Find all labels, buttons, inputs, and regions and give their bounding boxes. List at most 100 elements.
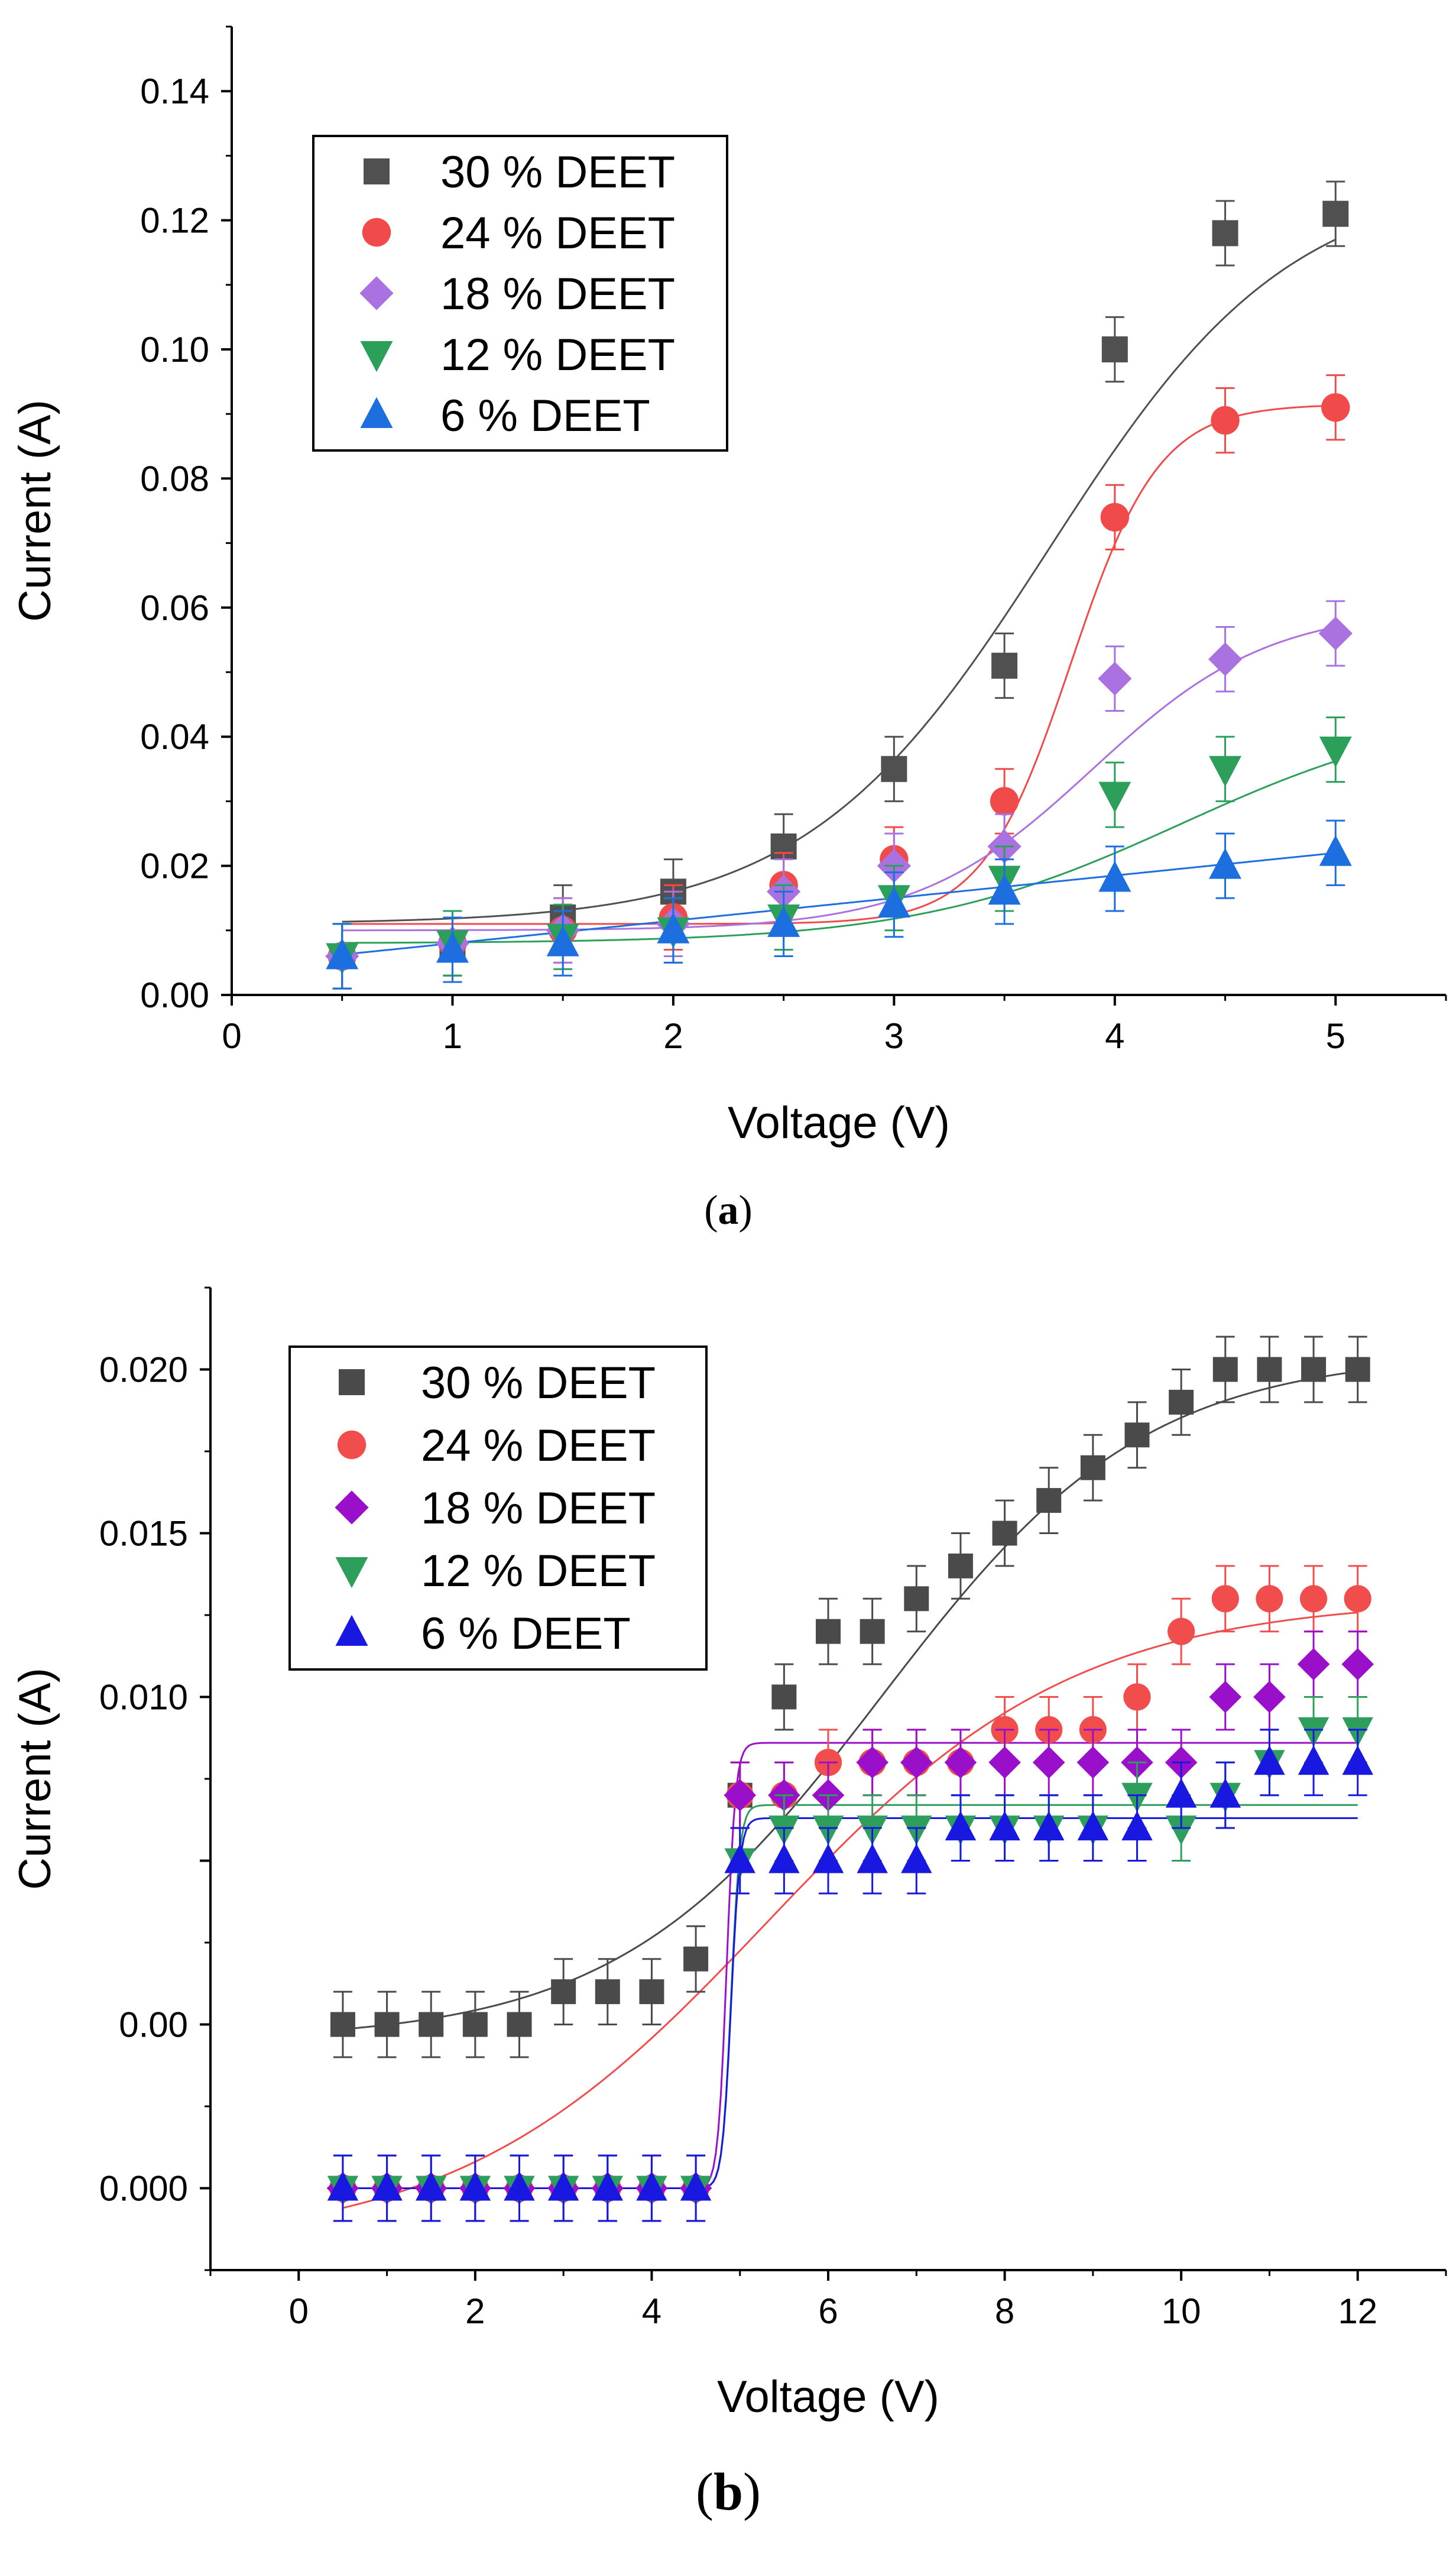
data-point	[1098, 861, 1131, 892]
caption-letter: b	[714, 2463, 743, 2521]
legend-marker	[360, 341, 393, 372]
data-point	[900, 1746, 933, 1779]
data-point	[1254, 1745, 1285, 1775]
legend-marker	[362, 218, 391, 247]
data-point	[504, 2171, 535, 2201]
data-point	[1121, 1811, 1153, 1841]
data-point	[636, 2171, 667, 2201]
y-tick-label: 0.12	[140, 201, 209, 241]
data-point	[1100, 502, 1130, 532]
data-point	[904, 1586, 929, 1612]
data-point	[812, 1843, 844, 1873]
series-3	[326, 716, 1352, 990]
data-point	[990, 787, 1019, 816]
fit-curve-3	[342, 1804, 1358, 2189]
data-point	[1299, 1585, 1328, 1613]
fit-curve-4	[342, 852, 1336, 956]
data-point	[948, 1553, 973, 1578]
y-tick-label: 0.06	[140, 588, 209, 628]
y-axis-label: Current (A)	[10, 1668, 60, 1890]
data-point	[462, 2012, 488, 2037]
x-axis-label: Voltage (V)	[728, 1098, 950, 1148]
data-point	[415, 2171, 447, 2201]
data-point	[944, 1746, 977, 1779]
legend-label: 18 % DEET	[440, 269, 675, 319]
legend-label: 24 % DEET	[440, 208, 675, 258]
series-4	[326, 819, 1352, 990]
data-point	[1344, 1585, 1371, 1613]
fit-curve-4	[342, 1817, 1358, 2189]
data-point	[546, 925, 579, 957]
data-point	[1098, 662, 1132, 696]
series-2	[326, 1630, 1374, 2222]
data-point	[1080, 1455, 1105, 1480]
data-point	[1098, 782, 1131, 813]
data-point	[901, 1843, 932, 1873]
series-4	[327, 1729, 1373, 2222]
data-point	[507, 2012, 532, 2037]
legend-label: 6 % DEET	[440, 391, 650, 441]
x-tick-label: 2	[663, 1016, 683, 1056]
y-tick-label: 0.020	[99, 1350, 188, 1390]
y-tick-label: 0.10	[140, 330, 209, 369]
data-point	[1345, 1357, 1370, 1382]
y-tick-label: 0.00	[119, 2005, 188, 2045]
data-point	[1301, 1357, 1327, 1382]
data-point	[639, 1979, 664, 2005]
fit-curve-0	[342, 238, 1336, 923]
data-point	[374, 2012, 400, 2037]
x-tick-label: 4	[642, 2291, 661, 2331]
legend-marker	[337, 1430, 367, 1460]
data-point	[680, 2171, 712, 2201]
caption-open: (	[704, 1188, 718, 1233]
caption-letter: a	[718, 1188, 739, 1233]
y-tick-label: 0.14	[140, 72, 209, 111]
data-point	[1342, 1745, 1373, 1775]
fit-curve-2	[342, 1742, 1358, 2189]
caption-close: )	[743, 2463, 761, 2521]
data-point	[1319, 835, 1352, 866]
data-point	[1253, 1681, 1286, 1713]
data-point	[1124, 1422, 1150, 1448]
data-point	[1123, 1683, 1151, 1711]
chart-panel-a: 0 1 2 3 4 5 0.00 0.02 0.04 0.06 0.08 0.10 0.12 0.14 Vo…	[10, 25, 1447, 1233]
x-tick-label: 2	[465, 2291, 485, 2331]
data-point	[592, 2171, 624, 2201]
data-point	[816, 1619, 841, 1644]
y-tick-label: 0.015	[99, 1514, 188, 1554]
data-point	[1318, 616, 1353, 651]
y-axis-label: Current (A)	[10, 400, 60, 622]
data-point	[1165, 1815, 1197, 1845]
data-point	[1322, 200, 1349, 227]
data-point	[419, 2012, 444, 2037]
legend-label: 30 % DEET	[421, 1358, 656, 1408]
data-point	[1168, 1617, 1195, 1645]
x-tick-label: 10	[1162, 2291, 1201, 2331]
data-point	[724, 1843, 755, 1873]
legend-label: 6 % DEET	[421, 1609, 631, 1659]
data-point	[771, 1684, 797, 1710]
legend-label: 30 % DEET	[440, 147, 675, 197]
data-point	[1209, 756, 1242, 787]
data-point	[1209, 1778, 1241, 1808]
x-tick-label: 0	[289, 2291, 309, 2331]
data-point	[1211, 406, 1240, 435]
data-point	[683, 1946, 709, 1972]
legend-label: 24 % DEET	[421, 1421, 656, 1471]
x-axis-label: Voltage (V)	[717, 2372, 939, 2422]
data-point	[1257, 1357, 1282, 1382]
series-1	[327, 374, 1350, 990]
data-point	[330, 2012, 355, 2037]
data-point	[1211, 1585, 1239, 1613]
x-tick-label: 1	[443, 1016, 462, 1056]
fit-curve-1	[342, 404, 1336, 925]
data-point	[1076, 1746, 1110, 1779]
panel-caption: (b)	[696, 2463, 761, 2521]
y-tick-label: 0.00	[140, 975, 209, 1015]
data-point	[1209, 848, 1242, 879]
data-point	[1256, 1585, 1283, 1613]
data-point	[1165, 1778, 1197, 1808]
data-point	[881, 756, 907, 782]
legend: 30 % DEET 24 % DEET 18 % DEET 12 % DEET 6 % …	[312, 135, 728, 452]
y-tick-label: 0.010	[99, 1678, 188, 1717]
